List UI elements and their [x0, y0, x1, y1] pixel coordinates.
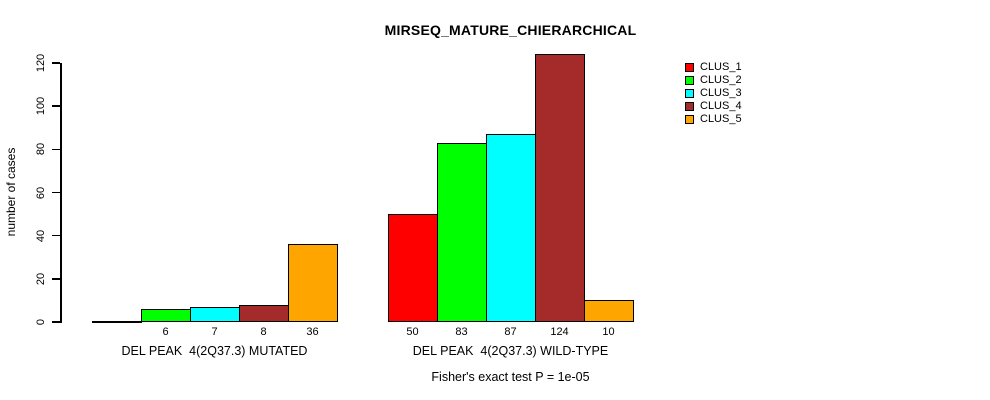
legend-swatch-icon [685, 63, 694, 72]
y-tick-label: 100 [35, 96, 47, 116]
annotation-text: Fisher's exact test P = 1e-05 [431, 370, 590, 384]
bar-value-label: 6 [162, 326, 169, 338]
legend-swatch-icon [685, 102, 694, 111]
legend: CLUS_1 CLUS_2 CLUS_3 CLUS_4 CLUS_5 [685, 61, 742, 126]
y-axis-label: number of cases [4, 147, 18, 237]
bar-clus_4 [535, 54, 585, 322]
bar-clus_1-zero [92, 321, 142, 323]
bar-clus_5 [288, 244, 338, 322]
bar-clus_5 [584, 300, 634, 322]
bar-value-label: 50 [406, 326, 419, 338]
y-tick-mark [52, 191, 60, 194]
legend-item-clus_5: CLUS_5 [685, 113, 742, 126]
bar-clus_3 [486, 134, 536, 322]
bar-value-label: 8 [260, 326, 267, 338]
y-axis-line [60, 63, 62, 323]
legend-label: CLUS_5 [700, 113, 742, 125]
y-tick-mark [52, 105, 60, 107]
chart-title: MIRSEQ_MATURE_CHIERARCHICAL [384, 22, 637, 38]
legend-swatch-icon [685, 76, 694, 85]
y-tick-label: 0 [35, 318, 47, 326]
y-tick-mark [52, 278, 60, 280]
y-tick-label: 20 [35, 272, 47, 285]
y-tick-label: 80 [35, 143, 47, 156]
bar-value-label: 10 [602, 326, 615, 338]
legend-swatch-icon [685, 89, 694, 98]
legend-item-clus_2: CLUS_2 [685, 74, 742, 87]
bar-value-label: 87 [504, 326, 517, 338]
bar-clus_2 [141, 309, 191, 322]
y-tick-label: 120 [35, 53, 47, 73]
bar-value-label: 83 [455, 326, 468, 338]
legend-label: CLUS_3 [700, 87, 742, 99]
bar-clus_4 [239, 304, 289, 322]
legend-item-clus_3: CLUS_3 [685, 87, 742, 100]
y-tick-mark [52, 234, 60, 237]
bar-clus_2 [437, 142, 487, 322]
y-tick-label: 60 [35, 186, 47, 199]
legend-label: CLUS_4 [700, 100, 742, 112]
bar-value-label: 124 [550, 326, 569, 338]
bar-value-label: 36 [306, 326, 319, 338]
bar-value-label: 7 [211, 326, 218, 338]
y-tick-mark [52, 148, 60, 151]
legend-label: CLUS_2 [700, 74, 742, 86]
y-tick-mark [52, 62, 60, 64]
y-tick-mark [52, 321, 60, 323]
bar-clus_1 [388, 214, 438, 322]
legend-label: CLUS_1 [700, 61, 742, 73]
legend-swatch-icon [685, 115, 694, 124]
legend-item-clus_1: CLUS_1 [685, 61, 742, 74]
bar-clus_3 [190, 306, 240, 322]
group-label: DEL PEAK 4(2Q37.3) WILD-TYPE [412, 344, 609, 358]
legend-item-clus_4: CLUS_4 [685, 100, 742, 113]
group-label: DEL PEAK 4(2Q37.3) MUTATED [121, 344, 308, 358]
y-tick-label: 40 [35, 229, 47, 242]
